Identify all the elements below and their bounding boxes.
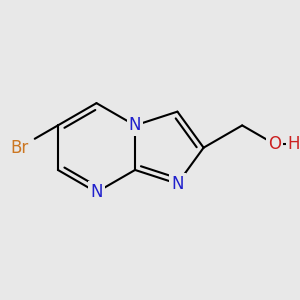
Text: Br: Br [10, 139, 28, 157]
Text: N: N [90, 183, 103, 201]
Text: N: N [171, 175, 184, 193]
Text: H: H [287, 135, 300, 153]
Text: O: O [268, 135, 281, 153]
Text: N: N [129, 116, 141, 134]
